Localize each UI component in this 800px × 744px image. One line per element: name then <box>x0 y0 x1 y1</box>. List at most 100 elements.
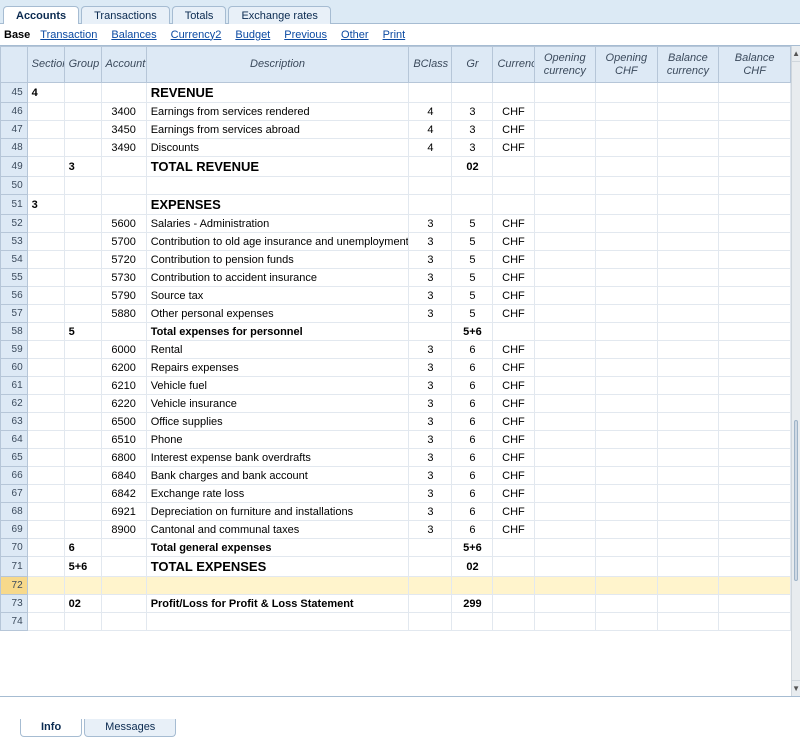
cell-balchf[interactable] <box>719 467 791 485</box>
cell-openchf[interactable] <box>596 521 658 539</box>
cell-curr[interactable]: CHF <box>493 431 534 449</box>
cell-bclass[interactable]: 4 <box>409 121 452 139</box>
cell-group[interactable] <box>64 503 101 521</box>
cell-section[interactable] <box>27 157 64 177</box>
subnav-link-other[interactable]: Other <box>341 29 369 41</box>
cell-opencur[interactable] <box>534 195 596 215</box>
cell-group[interactable] <box>64 233 101 251</box>
table-row[interactable]: 636500Office supplies36CHF <box>1 413 791 431</box>
cell-openchf[interactable] <box>596 431 658 449</box>
cell-gr[interactable]: 3 <box>452 121 493 139</box>
cell-bclass[interactable]: 3 <box>409 233 452 251</box>
cell-group[interactable] <box>64 521 101 539</box>
cell-bclass[interactable]: 4 <box>409 139 452 157</box>
cell-account[interactable]: 5700 <box>101 233 146 251</box>
cell-curr[interactable]: CHF <box>493 395 534 413</box>
cell-desc[interactable] <box>146 577 409 595</box>
cell-openchf[interactable] <box>596 195 658 215</box>
cell-desc[interactable]: Total expenses for personnel <box>146 323 409 341</box>
cell-gr[interactable]: 5 <box>452 215 493 233</box>
cell-curr[interactable] <box>493 157 534 177</box>
cell-bclass[interactable]: 3 <box>409 449 452 467</box>
cell-account[interactable]: 5790 <box>101 287 146 305</box>
cell-opencur[interactable] <box>534 377 596 395</box>
cell-account[interactable]: 3490 <box>101 139 146 157</box>
cell-balchf[interactable] <box>719 613 791 631</box>
table-row[interactable]: 513EXPENSES <box>1 195 791 215</box>
cell-opencur[interactable] <box>534 103 596 121</box>
cell-gr[interactable]: 6 <box>452 377 493 395</box>
top-tab-totals[interactable]: Totals <box>172 6 227 24</box>
cell-group[interactable] <box>64 215 101 233</box>
cell-gr[interactable] <box>452 83 493 103</box>
cell-account[interactable]: 3450 <box>101 121 146 139</box>
scroll-thumb[interactable] <box>794 420 798 581</box>
table-row[interactable]: 463400Earnings from services rendered43C… <box>1 103 791 121</box>
cell-balcur[interactable] <box>657 377 719 395</box>
cell-bclass[interactable]: 3 <box>409 431 452 449</box>
table-row[interactable]: 715+6TOTAL EXPENSES02 <box>1 557 791 577</box>
table-row[interactable]: 525600Salaries - Administration35CHF <box>1 215 791 233</box>
cell-openchf[interactable] <box>596 287 658 305</box>
row-number[interactable]: 66 <box>1 467 28 485</box>
cell-opencur[interactable] <box>534 413 596 431</box>
cell-opencur[interactable] <box>534 215 596 233</box>
cell-section[interactable] <box>27 215 64 233</box>
cell-balcur[interactable] <box>657 595 719 613</box>
cell-opencur[interactable] <box>534 557 596 577</box>
cell-openchf[interactable] <box>596 305 658 323</box>
cell-curr[interactable] <box>493 613 534 631</box>
cell-opencur[interactable] <box>534 251 596 269</box>
cell-balchf[interactable] <box>719 521 791 539</box>
cell-gr[interactable]: 6 <box>452 521 493 539</box>
cell-gr[interactable]: 6 <box>452 413 493 431</box>
cell-balchf[interactable] <box>719 157 791 177</box>
cell-desc[interactable]: REVENUE <box>146 83 409 103</box>
cell-balcur[interactable] <box>657 233 719 251</box>
cell-curr[interactable] <box>493 323 534 341</box>
row-number[interactable]: 70 <box>1 539 28 557</box>
cell-account[interactable]: 5600 <box>101 215 146 233</box>
cell-group[interactable] <box>64 467 101 485</box>
cell-openchf[interactable] <box>596 269 658 287</box>
cell-gr[interactable]: 3 <box>452 103 493 121</box>
cell-section[interactable] <box>27 613 64 631</box>
cell-section[interactable] <box>27 539 64 557</box>
cell-desc[interactable]: Cantonal and communal taxes <box>146 521 409 539</box>
col-header-bclass[interactable]: BClass <box>409 47 452 83</box>
table-row[interactable]: 72 <box>1 577 791 595</box>
cell-account[interactable] <box>101 157 146 177</box>
cell-bclass[interactable]: 3 <box>409 485 452 503</box>
cell-opencur[interactable] <box>534 157 596 177</box>
cell-desc[interactable]: Contribution to old age insurance and un… <box>146 233 409 251</box>
cell-curr[interactable]: CHF <box>493 341 534 359</box>
cell-openchf[interactable] <box>596 323 658 341</box>
cell-balcur[interactable] <box>657 395 719 413</box>
cell-curr[interactable]: CHF <box>493 287 534 305</box>
cell-curr[interactable]: CHF <box>493 521 534 539</box>
cell-bclass[interactable]: 3 <box>409 215 452 233</box>
cell-account[interactable]: 6921 <box>101 503 146 521</box>
cell-balcur[interactable] <box>657 323 719 341</box>
cell-opencur[interactable] <box>534 577 596 595</box>
cell-balchf[interactable] <box>719 539 791 557</box>
cell-bclass[interactable]: 3 <box>409 341 452 359</box>
cell-opencur[interactable] <box>534 323 596 341</box>
cell-account[interactable]: 5720 <box>101 251 146 269</box>
cell-balcur[interactable] <box>657 251 719 269</box>
row-number[interactable]: 69 <box>1 521 28 539</box>
cell-bclass[interactable]: 4 <box>409 103 452 121</box>
cell-openchf[interactable] <box>596 503 658 521</box>
cell-group[interactable] <box>64 251 101 269</box>
cell-gr[interactable]: 6 <box>452 467 493 485</box>
table-row[interactable]: 473450Earnings from services abroad43CHF <box>1 121 791 139</box>
cell-group[interactable] <box>64 177 101 195</box>
cell-group[interactable] <box>64 449 101 467</box>
cell-curr[interactable] <box>493 595 534 613</box>
cell-bclass[interactable]: 3 <box>409 305 452 323</box>
table-row[interactable]: 454REVENUE <box>1 83 791 103</box>
cell-account[interactable]: 6000 <box>101 341 146 359</box>
cell-balcur[interactable] <box>657 157 719 177</box>
cell-gr[interactable] <box>452 195 493 215</box>
table-row[interactable]: 646510Phone36CHF <box>1 431 791 449</box>
